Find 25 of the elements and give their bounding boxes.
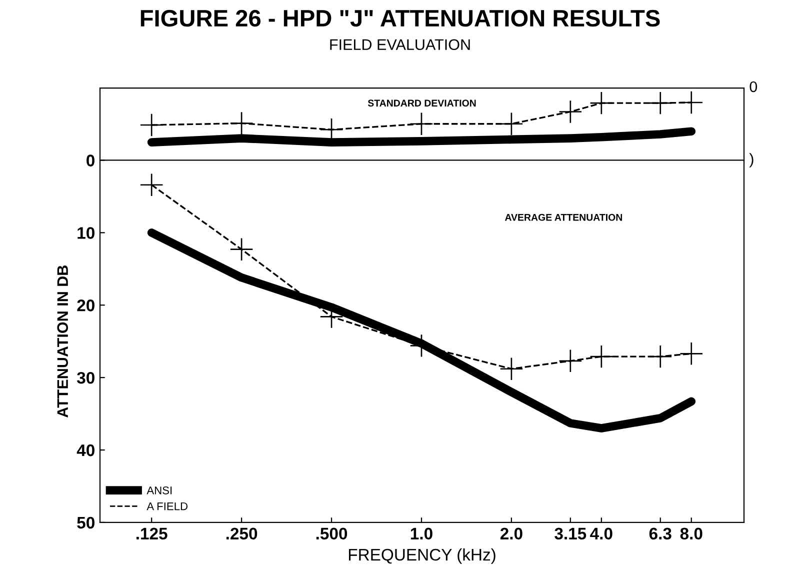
y-tick-label: 50 xyxy=(77,516,94,529)
legend-label: A FIELD xyxy=(146,502,188,510)
x-tick-label: 6.3 xyxy=(649,528,672,540)
y-tick-label: 40 xyxy=(76,444,94,456)
y-tick-label: 0 xyxy=(86,154,94,166)
y-axis-title: ATTENUATION IN DB xyxy=(57,266,68,418)
y-tick-label: 20 xyxy=(77,300,94,312)
x-tick-label: 1.0 xyxy=(410,528,432,540)
text: ) xyxy=(749,153,754,168)
x-axis-title: FREQUENCY (kHz) xyxy=(348,548,496,564)
chart-subtitle: FIELD EVALUATION xyxy=(330,39,470,50)
legend-label: ANSI xyxy=(146,486,172,494)
y-tick-label: 30 xyxy=(76,372,94,384)
annotation: AVERAGE ATTENUATION xyxy=(504,214,622,221)
x-tick-label: .250 xyxy=(226,528,258,540)
x-tick-label: .125 xyxy=(136,528,168,540)
x-tick-label: 3.15 xyxy=(554,528,586,540)
x-tick-label: .500 xyxy=(316,528,348,540)
x-tick-label: 4.0 xyxy=(590,528,612,540)
y-tick-label: 10 xyxy=(78,227,94,239)
x-tick-label: 8.0 xyxy=(680,528,702,540)
chart-title: FIGURE 26 - HPD "J" ATTENUATION RESULTS xyxy=(140,10,660,27)
annotation: STANDARD DEVIATION xyxy=(368,100,476,107)
x-tick-label: 2.0 xyxy=(500,528,522,540)
text: 0 xyxy=(750,81,758,92)
